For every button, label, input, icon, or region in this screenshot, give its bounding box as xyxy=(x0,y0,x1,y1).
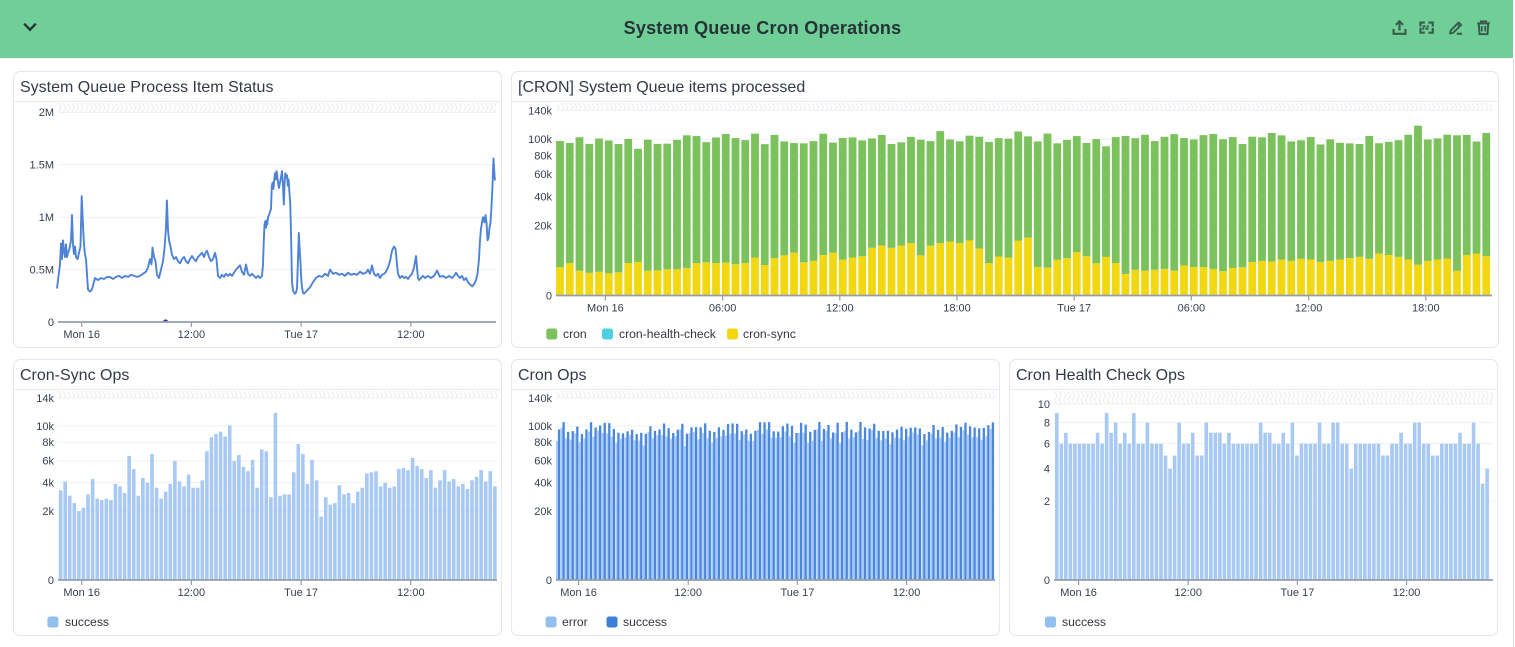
svg-text:140k: 140k xyxy=(528,105,552,117)
svg-text:20k: 20k xyxy=(534,220,552,232)
svg-text:0: 0 xyxy=(546,575,552,587)
svg-text:1.5M: 1.5M xyxy=(30,160,54,172)
svg-text:cron-sync: cron-sync xyxy=(743,327,796,341)
svg-text:Tue 17: Tue 17 xyxy=(1057,303,1091,315)
svg-text:18:00: 18:00 xyxy=(1412,303,1440,315)
svg-text:2M: 2M xyxy=(39,107,54,119)
svg-text:Mon 16: Mon 16 xyxy=(63,329,100,341)
svg-text:12:00: 12:00 xyxy=(893,587,921,599)
svg-text:0: 0 xyxy=(546,290,552,302)
svg-text:1M: 1M xyxy=(39,212,54,224)
svg-text:8: 8 xyxy=(1044,417,1050,429)
svg-text:0.5M: 0.5M xyxy=(30,264,54,276)
svg-text:0: 0 xyxy=(1044,575,1050,587)
svg-text:error: error xyxy=(562,615,588,629)
svg-text:12:00: 12:00 xyxy=(826,303,854,315)
svg-text:6: 6 xyxy=(1044,438,1050,450)
svg-text:14k: 14k xyxy=(36,393,54,405)
svg-text:Tue 17: Tue 17 xyxy=(284,329,318,341)
svg-text:40k: 40k xyxy=(534,478,552,490)
svg-text:8k: 8k xyxy=(42,437,54,449)
svg-text:12:00: 12:00 xyxy=(178,587,206,599)
svg-text:Mon 16: Mon 16 xyxy=(587,303,624,315)
svg-text:60k: 60k xyxy=(534,456,552,468)
svg-text:4k: 4k xyxy=(42,478,54,490)
svg-text:100k: 100k xyxy=(528,421,552,433)
svg-text:12:00: 12:00 xyxy=(397,587,425,599)
svg-text:18:00: 18:00 xyxy=(943,303,971,315)
svg-text:success: success xyxy=(1062,615,1106,629)
svg-text:60k: 60k xyxy=(534,169,552,181)
svg-text:Mon 16: Mon 16 xyxy=(560,587,597,599)
svg-text:12:00: 12:00 xyxy=(1295,303,1323,315)
svg-text:Mon 16: Mon 16 xyxy=(63,587,100,599)
svg-text:Tue 17: Tue 17 xyxy=(284,587,318,599)
svg-text:12:00: 12:00 xyxy=(1393,587,1421,599)
svg-text:140k: 140k xyxy=(528,393,552,405)
svg-text:cron: cron xyxy=(563,327,587,341)
svg-text:12:00: 12:00 xyxy=(397,329,425,341)
svg-text:0: 0 xyxy=(48,575,54,587)
svg-text:06:00: 06:00 xyxy=(709,303,737,315)
svg-text:12:00: 12:00 xyxy=(674,587,702,599)
svg-text:20k: 20k xyxy=(534,506,552,518)
svg-text:6k: 6k xyxy=(42,456,54,468)
svg-text:12:00: 12:00 xyxy=(178,329,206,341)
svg-text:40k: 40k xyxy=(534,191,552,203)
svg-text:success: success xyxy=(65,615,109,629)
svg-text:2k: 2k xyxy=(42,506,54,518)
svg-text:0: 0 xyxy=(48,317,54,329)
svg-text:80k: 80k xyxy=(534,150,552,162)
svg-text:cron-health-check: cron-health-check xyxy=(619,327,717,341)
svg-text:Mon 16: Mon 16 xyxy=(1060,587,1097,599)
svg-text:06:00: 06:00 xyxy=(1178,303,1206,315)
svg-text:2: 2 xyxy=(1044,496,1050,508)
svg-text:success: success xyxy=(623,615,667,629)
svg-text:Tue 17: Tue 17 xyxy=(780,587,814,599)
svg-text:80k: 80k xyxy=(534,437,552,449)
svg-text:10k: 10k xyxy=(36,421,54,433)
svg-text:Tue 17: Tue 17 xyxy=(1280,587,1314,599)
svg-text:4: 4 xyxy=(1044,463,1050,475)
svg-text:12:00: 12:00 xyxy=(1174,587,1202,599)
svg-text:100k: 100k xyxy=(528,134,552,146)
svg-text:10: 10 xyxy=(1038,399,1050,411)
